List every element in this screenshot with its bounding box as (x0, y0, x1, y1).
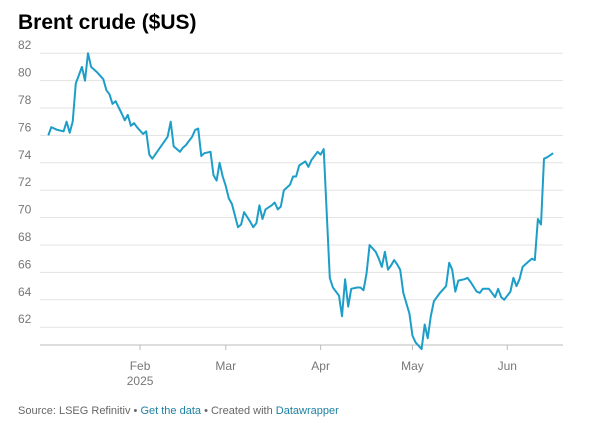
y-tick-label: 62 (18, 312, 32, 326)
x-tick-label: Apr (311, 359, 330, 373)
footer: Source: LSEG Refinitiv • Get the data • … (18, 405, 339, 417)
y-tick-label: 82 (18, 38, 32, 52)
credit: Created with (210, 405, 276, 417)
data-link[interactable]: Get the data (140, 405, 202, 417)
datawrapper-link[interactable]: Datawrapper (275, 405, 339, 417)
y-tick-label: 72 (18, 175, 32, 189)
x-tick-label: Jun (498, 359, 517, 373)
y-tick-label: 78 (18, 93, 32, 107)
y-tick-label: 64 (18, 285, 32, 299)
x-tick-label: May (401, 359, 424, 373)
y-tick-label: 68 (18, 230, 32, 244)
line (47, 52, 554, 351)
y-tick-label: 66 (18, 257, 32, 271)
x-year-label: 2025 (127, 374, 154, 388)
x-tick-label: Mar (215, 359, 236, 373)
y-tick-label: 80 (18, 66, 32, 80)
separator: • (201, 405, 211, 417)
x-tick-label: Feb (130, 359, 151, 373)
separator: • (130, 405, 141, 417)
chart-title: Brent crude ($US) (18, 11, 197, 34)
chart: Brent crude ($US) 62 64 66 68 70 72 74 76 78 80 82… (18, 11, 563, 388)
source: Source: LSEG Refinitiv (18, 405, 131, 417)
y-tick-label: 70 (18, 203, 32, 217)
y-tick-label: 74 (18, 148, 32, 162)
y-tick-label: 76 (18, 120, 32, 134)
